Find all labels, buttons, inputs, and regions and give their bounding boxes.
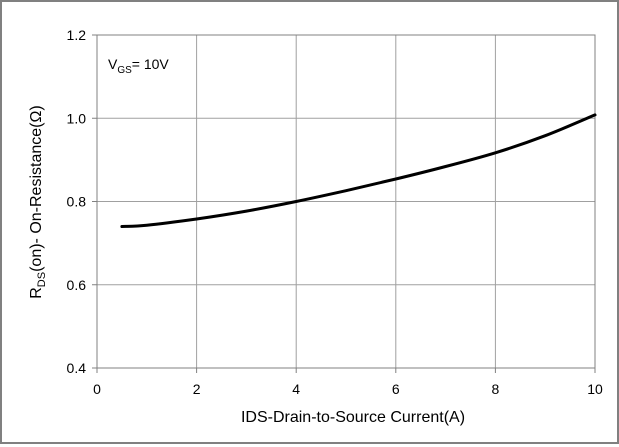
y-tick-label: 1.2: [67, 27, 87, 43]
y-axis-label: RDS(on)- On-Resistance(Ω): [28, 105, 48, 299]
y-tick-label: 0.8: [67, 194, 87, 210]
y-tick-label: 0.4: [67, 360, 87, 376]
x-tick-label: 2: [193, 381, 201, 397]
x-tick-label: 4: [292, 381, 300, 397]
y-tick-label: 0.6: [67, 277, 87, 293]
x-tick-label: 8: [492, 381, 500, 397]
x-tick-label: 6: [392, 381, 400, 397]
vgs-annotation: VGS= 10V: [108, 56, 169, 76]
grid: [97, 35, 595, 368]
x-tick-label: 0: [93, 381, 101, 397]
y-axis-ticks: 0.4 0.6 0.8 1.0 1.2: [67, 27, 97, 376]
x-axis-ticks: 0 2 4 6 8 10: [93, 368, 603, 397]
chart: 0.4 0.6 0.8 1.0 1.2 0 2 4 6 8 10 VGS= 10V IDS-Dra…: [28, 27, 603, 426]
series-line: [120, 113, 597, 228]
x-axis-label: IDS-Drain-to-Source Current(A): [241, 409, 465, 426]
x-tick-label: 10: [587, 381, 603, 397]
y-tick-label: 1.0: [67, 110, 87, 126]
